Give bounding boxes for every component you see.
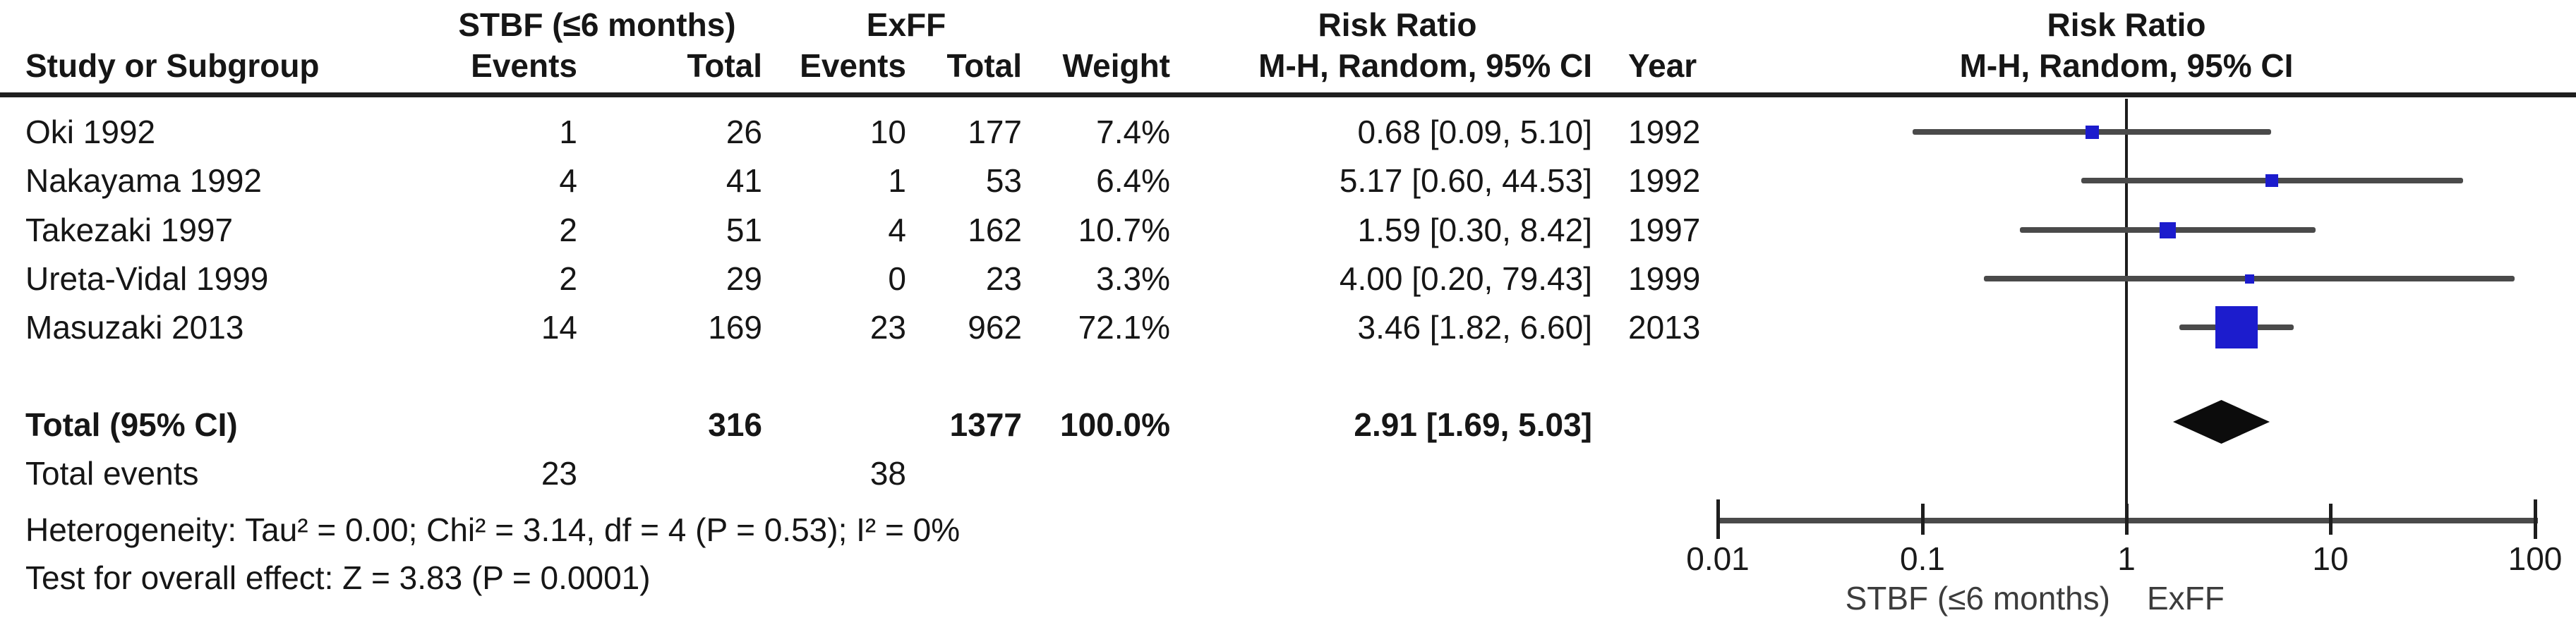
favours-left-label: STBF (≤6 months) xyxy=(1845,580,2110,617)
col-header-study: Study or Subgroup xyxy=(25,47,320,84)
effect-estimate-text: 1.59 [0.30, 8.42] xyxy=(1357,212,1593,248)
total-row-weight: 100.0% xyxy=(1059,406,1170,443)
effect-estimate-text: 4.00 [0.20, 79.43] xyxy=(1339,260,1592,297)
group-header-effect: Risk Ratio xyxy=(1318,6,1477,43)
axis-tick-label: 0.1 xyxy=(1900,540,1945,577)
weight-square-marker xyxy=(2265,174,2278,187)
events-exp: 14 xyxy=(541,309,577,346)
weight-square-marker xyxy=(2160,222,2176,238)
total-row-label: Total (95% CI) xyxy=(25,406,238,443)
group-header-experimental: STBF (≤6 months) xyxy=(458,6,736,43)
axis-tick xyxy=(2534,499,2537,539)
weight-pct: 6.4% xyxy=(1096,162,1170,199)
study-name: Oki 1992 xyxy=(25,114,156,150)
total-exp: 26 xyxy=(726,114,762,150)
col-header-year: Year xyxy=(1628,47,1697,84)
total-ctl: 23 xyxy=(985,260,1022,297)
total-events-label: Total events xyxy=(25,455,199,492)
study-name: Masuzaki 2013 xyxy=(25,309,244,346)
plot-title: Risk Ratio xyxy=(2047,6,2206,43)
weight-pct: 7.4% xyxy=(1096,114,1170,150)
col-header-total-exp: Total xyxy=(687,47,762,84)
heterogeneity-stats: Heterogeneity: Tau² = 0.00; Chi² = 3.14,… xyxy=(25,511,961,548)
events-ctl: 10 xyxy=(869,114,906,150)
events-exp: 4 xyxy=(559,162,577,199)
total-row-total-ctl: 1377 xyxy=(949,406,1022,443)
total-ctl: 53 xyxy=(985,162,1022,199)
total-ctl: 177 xyxy=(968,114,1022,150)
effect-estimate-text: 5.17 [0.60, 44.53] xyxy=(1339,162,1592,199)
axis-tick-label: 0.01 xyxy=(1686,540,1750,577)
axis-tick-label: 100 xyxy=(2508,540,2563,577)
study-year: 1999 xyxy=(1628,260,1701,297)
col-header-events-ctl: Events xyxy=(800,47,906,84)
study-name: Nakayama 1992 xyxy=(25,162,262,199)
events-ctl: 4 xyxy=(888,212,906,248)
total-exp: 29 xyxy=(726,260,762,297)
weight-square-marker xyxy=(2245,274,2254,284)
axis-tick xyxy=(2125,504,2129,535)
col-header-events-exp: Events xyxy=(471,47,577,84)
study-name: Ureta-Vidal 1999 xyxy=(25,260,269,297)
study-year: 1997 xyxy=(1628,212,1701,248)
total-row-total-exp: 316 xyxy=(708,406,762,443)
weight-square-marker xyxy=(2215,306,2258,348)
axis-tick xyxy=(2329,504,2333,535)
total-ctl: 962 xyxy=(968,309,1022,346)
total-exp: 169 xyxy=(708,309,762,346)
total-exp: 51 xyxy=(726,212,762,248)
events-exp: 2 xyxy=(559,212,577,248)
axis-tick xyxy=(1921,504,1925,535)
overall-effect-test: Test for overall effect: Z = 3.83 (P = 0… xyxy=(25,559,651,596)
study-year: 1992 xyxy=(1628,162,1701,199)
total-ctl: 162 xyxy=(968,212,1022,248)
weight-pct: 10.7% xyxy=(1078,212,1170,248)
events-ctl: 0 xyxy=(888,260,906,297)
plot-subtitle: M-H, Random, 95% CI xyxy=(1959,47,2294,84)
axis-tick-label: 10 xyxy=(2312,540,2349,577)
group-header-control: ExFF xyxy=(866,6,946,43)
weight-pct: 3.3% xyxy=(1096,260,1170,297)
total-events-ctl: 38 xyxy=(869,455,906,492)
events-exp: 1 xyxy=(559,114,577,150)
study-year: 1992 xyxy=(1628,114,1701,150)
weight-square-marker xyxy=(2086,126,2099,139)
col-header-effect-ci: M-H, Random, 95% CI xyxy=(1258,47,1592,84)
summary-diamond xyxy=(2173,400,2270,444)
axis-tick xyxy=(1716,499,1720,539)
col-header-total-ctl: Total xyxy=(946,47,1022,84)
events-ctl: 1 xyxy=(888,162,906,199)
col-header-weight: Weight xyxy=(1062,47,1170,84)
favours-right-label: ExFF xyxy=(2147,580,2225,617)
axis-tick-label: 1 xyxy=(2117,540,2136,577)
events-ctl: 23 xyxy=(869,309,906,346)
header-rule xyxy=(0,92,2576,97)
null-effect-line xyxy=(2125,99,2128,521)
effect-estimate-text: 3.46 [1.82, 6.60] xyxy=(1357,309,1593,346)
total-events-exp: 23 xyxy=(541,455,577,492)
study-year: 2013 xyxy=(1628,309,1701,346)
total-row-effect: 2.91 [1.69, 5.03] xyxy=(1354,406,1592,443)
events-exp: 2 xyxy=(559,260,577,297)
weight-pct: 72.1% xyxy=(1078,309,1170,346)
effect-estimate-text: 0.68 [0.09, 5.10] xyxy=(1357,114,1593,150)
study-name: Takezaki 1997 xyxy=(25,212,234,248)
total-exp: 41 xyxy=(726,162,762,199)
